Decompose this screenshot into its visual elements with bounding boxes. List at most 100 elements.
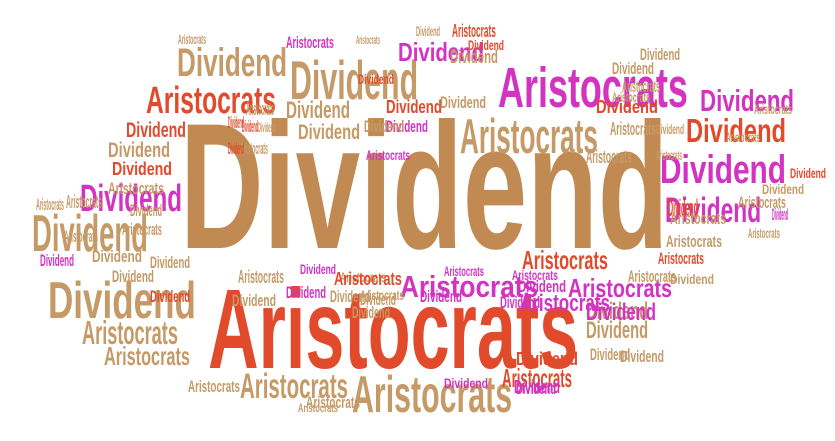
word-aristocrats: Aristocrats xyxy=(586,146,632,168)
word-aristocrats: Aristocrats xyxy=(82,315,178,353)
word-aristocrats: Aristocrats xyxy=(658,248,704,268)
word-dividend: Dividend xyxy=(586,300,657,327)
word-dividend: Dividend xyxy=(444,375,488,392)
word-dividend: Dividend xyxy=(640,44,681,64)
word-aristocrats: Aristocrats xyxy=(498,57,688,121)
word-aristocrats: Aristocrats xyxy=(444,263,484,280)
word-dividend: Dividend xyxy=(620,346,665,366)
word-dividend: Dividend xyxy=(660,146,787,192)
word-aristocrats: Aristocrats xyxy=(306,392,360,412)
word-aristocrats: Aristocrats xyxy=(36,194,64,214)
word-dividend: Dividend xyxy=(300,261,336,278)
word-dividend: Dividend xyxy=(440,92,487,112)
word-dividend: Dividend xyxy=(686,113,787,151)
word-aristocrats: Aristocrats xyxy=(298,401,338,416)
word-aristocrats: Aristocrats xyxy=(64,226,99,246)
word-dividend: Dividend xyxy=(420,286,462,306)
word-aristocrats: Aristocrats xyxy=(502,362,573,393)
word-dividend: Dividend xyxy=(386,96,442,118)
word-aristocrats: Aristocrats xyxy=(656,147,683,164)
word-aristocrats: Aristocrats xyxy=(240,138,268,158)
word-aristocrats: Aristocrats xyxy=(610,118,656,140)
word-dividend: Dividend xyxy=(416,23,441,40)
word-aristocrats: Aristocrats xyxy=(188,376,240,396)
word-dividend: Dividend xyxy=(228,112,245,132)
word-dividend: Dividend xyxy=(590,344,631,364)
word-dividend: Dividend xyxy=(352,302,391,322)
word-aristocrats: Aristocrats xyxy=(360,287,405,304)
word-aristocrats: Aristocrats xyxy=(748,225,780,242)
word-dividend: Dividend xyxy=(596,96,658,118)
word-dividend: Dividend xyxy=(364,116,405,136)
word-aristocrats: Aristocrats xyxy=(628,266,676,286)
word-aristocrats: Aristocrats xyxy=(512,267,558,284)
word-dividend: Dividend xyxy=(112,266,154,286)
word-dividend: Dividend xyxy=(772,204,789,224)
word-aristocrats: Aristocrats xyxy=(238,266,284,288)
word-dividend: Dividend xyxy=(286,98,351,125)
word-dividend: Dividend xyxy=(126,118,186,143)
word-aristocrats: Aristocrats xyxy=(670,208,726,228)
word-dividend: Dividend xyxy=(386,116,428,136)
word-aristocrats: Aristocrats xyxy=(726,129,761,146)
word-aristocrats: Aristocrats xyxy=(612,89,650,106)
word-dividend: Dividend xyxy=(40,250,75,270)
word-aristocrats: Aristocrats xyxy=(246,98,274,120)
word-aristocrats: Aristocrats xyxy=(146,78,276,121)
word-dividend: Dividend xyxy=(398,36,485,67)
word-dividend: Dividend xyxy=(516,348,578,370)
word-aristocrats: Aristocrats xyxy=(356,33,380,48)
word-dividend: Dividend xyxy=(665,190,762,231)
word-dividend: Dividend xyxy=(298,120,361,145)
word-dividend: Dividend xyxy=(48,271,196,330)
word-aristocrats: Aristocrats xyxy=(352,365,513,424)
word-dividend: Dividend xyxy=(762,181,805,198)
word-aristocrats: Aristocrats xyxy=(738,192,786,212)
word-dividend: Dividend xyxy=(700,82,795,118)
word-dividend: Dividend xyxy=(516,378,557,398)
word-dividend: Dividend xyxy=(514,376,560,398)
word-dividend: Dividend xyxy=(92,246,143,266)
word-aristocrats: Aristocrats xyxy=(178,31,207,48)
word-aristocrats: Aristocrats xyxy=(666,231,722,251)
word-aristocrats: Aristocrats xyxy=(240,366,349,407)
word-dividend: Dividend xyxy=(450,46,498,68)
word-dividend: Dividend xyxy=(112,158,172,180)
word-aristocrats: Aristocrats xyxy=(520,291,610,318)
word-dividend: Dividend xyxy=(586,318,649,345)
word-dividend: Dividend xyxy=(150,252,191,272)
word-dividend: Dividend xyxy=(358,71,394,88)
word-aristocrats: Aristocrats xyxy=(452,20,496,42)
word-aristocrats: Aristocrats xyxy=(104,340,190,371)
word-dividend: Dividend xyxy=(180,86,669,287)
word-dividend: Dividend xyxy=(656,121,685,138)
word-dividend: Dividend xyxy=(150,286,191,306)
word-dividend: Dividend xyxy=(612,58,654,78)
word-dividend: Dividend xyxy=(177,39,288,85)
word-aristocrats: Aristocrats xyxy=(108,178,164,198)
word-aristocrats: Aristocrats xyxy=(400,268,538,304)
word-aristocrats: Aristocrats xyxy=(208,265,579,393)
word-aristocrats: Aristocrats xyxy=(568,272,673,303)
word-dividend: Dividend xyxy=(518,276,567,296)
word-dividend: Dividend xyxy=(286,282,327,302)
word-aristocrats: Aristocrats xyxy=(460,108,598,165)
word-aristocrats: Aristocrats xyxy=(366,147,411,164)
word-dividend: Dividend xyxy=(80,176,183,219)
word-dividend: Dividend xyxy=(790,165,826,182)
word-aristocrats: Aristocrats xyxy=(286,32,334,52)
word-dividend: Dividend xyxy=(500,292,541,312)
word-dividend: Dividend xyxy=(232,290,277,310)
word-dividend: Dividend xyxy=(242,116,259,136)
word-aristocrats: Aristocrats xyxy=(622,76,661,96)
word-dividend: Dividend xyxy=(228,138,245,158)
word-dividend: Dividend xyxy=(360,289,396,309)
word-aristocrats: Aristocrats xyxy=(122,219,163,239)
word-dividend: Dividend xyxy=(468,37,504,54)
word-aristocrats: Aristocrats xyxy=(66,191,102,213)
word-dividend: Dividend xyxy=(32,204,148,263)
word-dividend: Dividend xyxy=(330,286,371,306)
word-aristocrats: Aristocrats xyxy=(754,101,792,118)
word-aristocrats: Aristocrats xyxy=(334,268,402,290)
